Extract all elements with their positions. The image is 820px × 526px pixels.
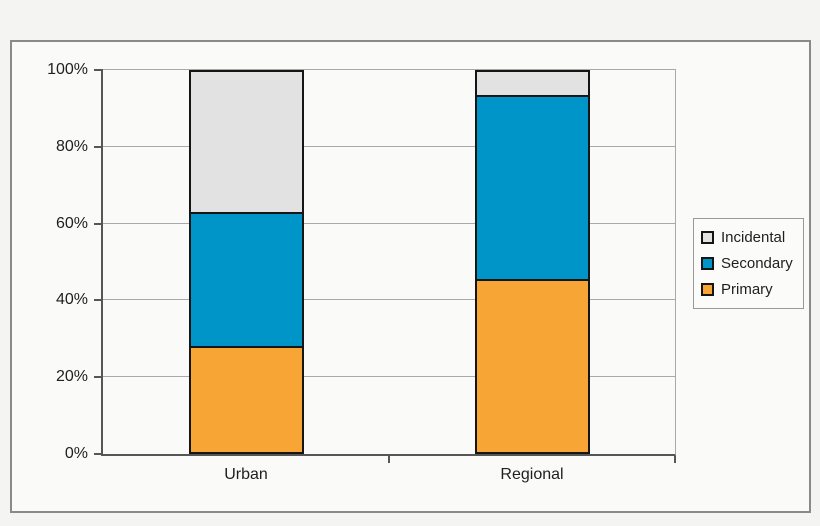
bar-segment-primary (474, 281, 590, 454)
y-axis-tick (94, 69, 103, 71)
legend-item: Primary (701, 281, 796, 298)
legend: Incidental Secondary Primary (693, 218, 804, 309)
y-axis-tick (94, 453, 103, 455)
y-tick-label: 80% (55, 137, 88, 155)
legend-label: Incidental (721, 228, 786, 246)
legend-swatch-primary (701, 283, 714, 297)
legend-label: Primary (721, 281, 773, 299)
y-axis-tick (94, 299, 103, 302)
gridline (103, 299, 675, 301)
gridline (103, 376, 675, 378)
bar-segment-incidental (188, 70, 304, 215)
y-axis-tick (94, 145, 103, 148)
legend-label: Secondary (721, 254, 793, 272)
x-category-label: Regional (500, 466, 564, 483)
plot-area: 0% 20% 40% 60% 80% 100% Urban Regional (47, 61, 676, 483)
gridline (103, 145, 675, 147)
legend-item: Secondary (701, 255, 796, 272)
y-tick-label: 100% (47, 61, 88, 78)
bar-segment-secondary (188, 214, 304, 349)
legend-swatch-incidental (701, 230, 714, 244)
chart-frame: 0% 20% 40% 60% 80% 100% Urban Regional Incident… (10, 40, 811, 513)
x-axis-tick (674, 456, 676, 463)
legend-item: Incidental (701, 229, 796, 246)
x-axis-tick (388, 456, 390, 463)
bar-regional (474, 70, 590, 454)
y-tick-label: 0% (64, 445, 88, 462)
bar-urban (188, 70, 304, 454)
bar-segment-primary (188, 348, 304, 454)
y-tick-label: 60% (55, 214, 88, 232)
bar-segment-secondary (474, 96, 590, 282)
bar-segment-incidental (474, 70, 590, 97)
y-tick-label: 40% (55, 291, 88, 309)
y-axis-tick (94, 222, 103, 225)
x-category-label: Urban (224, 466, 268, 483)
y-axis-tick (94, 376, 103, 379)
gridline (103, 222, 675, 224)
legend-swatch-secondary (701, 256, 714, 270)
y-tick-label: 20% (55, 368, 88, 386)
